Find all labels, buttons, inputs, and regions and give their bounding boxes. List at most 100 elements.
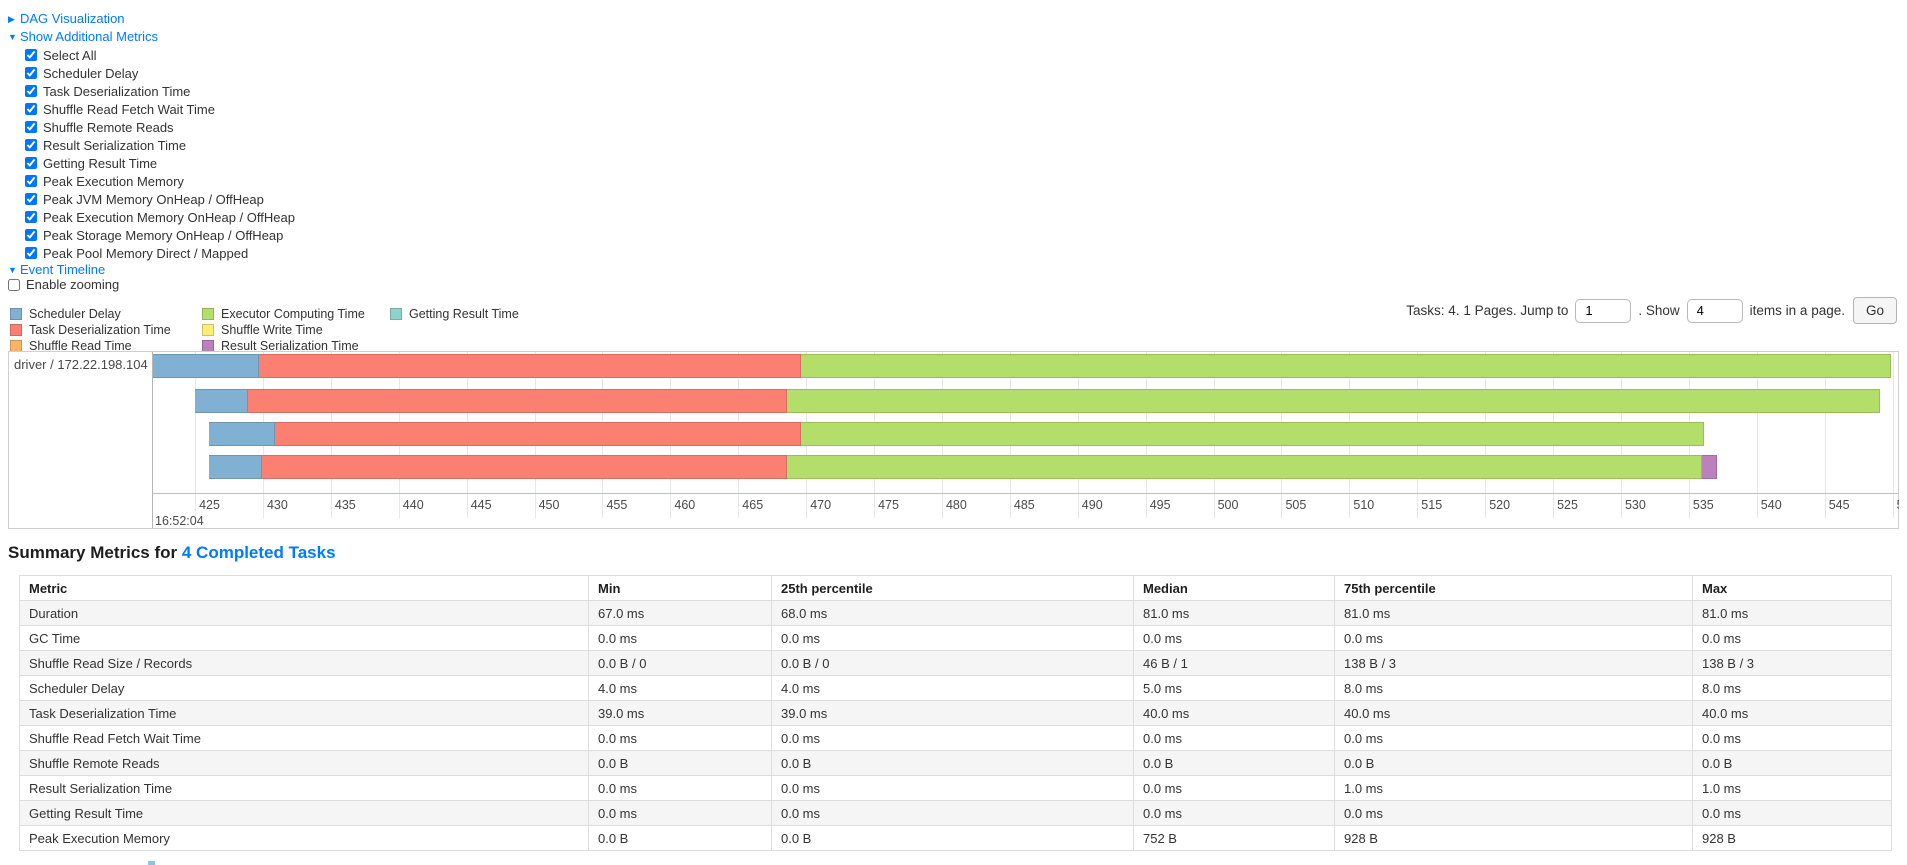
task-bar-segment-executor-computing[interactable] <box>800 422 1704 446</box>
table-cell: 0.0 ms <box>1692 625 1892 651</box>
timeline-gridline <box>1892 352 1894 493</box>
axis-tick-line <box>262 494 264 518</box>
table-cell: 0.0 ms <box>1692 725 1892 751</box>
axis-tick-line <box>1892 494 1894 518</box>
timeline-axis-divider <box>153 493 1898 494</box>
table-cell: 0.0 ms <box>588 800 772 826</box>
axis-tick-line <box>1145 494 1147 518</box>
metric-checkbox-item: Peak Pool Memory Direct / Mapped <box>25 244 295 262</box>
enable-zooming-checkbox[interactable] <box>8 278 20 291</box>
table-cell: 0.0 B <box>771 825 1134 851</box>
completed-tasks-link[interactable]: 4 Completed Tasks <box>181 543 336 562</box>
axis-tick-line <box>1824 494 1826 518</box>
table-row: Peak Execution Memory 0.0 B 0.0 B 752 B 928 … <box>19 825 1892 851</box>
legend-item: Executor Computing Time <box>202 306 390 321</box>
metric-checkbox-label: Peak Execution Memory <box>43 173 184 189</box>
table-cell: 1.0 ms <box>1334 775 1693 801</box>
task-bar-segment-scheduler-delay[interactable] <box>208 422 276 446</box>
table-row: Getting Result Time 0.0 ms 0.0 ms 0.0 ms 0.0… <box>19 800 1892 826</box>
metric-checkbox[interactable] <box>25 103 37 115</box>
table-cell: 0.0 ms <box>588 725 772 751</box>
page-size-input[interactable] <box>1686 298 1743 323</box>
timeline-plot: 425 430 435 440 445 450 455 460 465 470 475 480 485 4… <box>153 352 1899 528</box>
axis-tick-line <box>195 494 197 518</box>
task-bar-segment-scheduler-delay[interactable] <box>208 455 262 479</box>
column-header: Median <box>1133 575 1335 601</box>
axis-tick-line <box>941 494 943 518</box>
timeline-group-label: driver / 172.22.198.104 <box>14 357 148 372</box>
table-row: Shuffle Read Size / Records 0.0 B / 0 0.0 … <box>19 650 1892 676</box>
table-cell: 0.0 B <box>771 750 1134 776</box>
show-additional-metrics-link[interactable]: Show Additional Metrics <box>20 29 159 44</box>
task-bar-segment-scheduler-delay[interactable] <box>153 354 259 378</box>
table-cell: 0.0 ms <box>588 775 772 801</box>
table-header-row: Metric Min 25th percentile Median 75th perce… <box>19 575 1892 601</box>
task-bar-segment-executor-computing[interactable] <box>787 455 1703 479</box>
table-cell: 0.0 ms <box>588 625 772 651</box>
table-cell: Getting Result Time <box>19 800 589 826</box>
axis-tick-label: 485 <box>1013 498 1035 512</box>
table-cell: Result Serialization Time <box>19 775 589 801</box>
metric-checkbox-item: Peak Execution Memory OnHeap / OffHeap <box>25 208 295 226</box>
legend-item: Result Serialization Time <box>202 338 390 353</box>
metric-checkbox-item: Select All <box>25 46 295 64</box>
metric-checkbox[interactable] <box>25 193 37 205</box>
table-cell: 40.0 ms <box>1334 700 1693 726</box>
legend-column: Scheduler Delay Task Deserialization Time… <box>10 306 202 354</box>
metric-checkbox-item: Task Deserialization Time <box>25 82 295 100</box>
column-header: 25th percentile <box>771 575 1134 601</box>
axis-tick-line <box>534 494 536 518</box>
dag-visualization-link[interactable]: DAG Visualization <box>20 11 125 26</box>
table-cell: 81.0 ms <box>1334 600 1693 626</box>
table-cell: 39.0 ms <box>771 700 1134 726</box>
table-cell: 0.0 ms <box>1692 800 1892 826</box>
chevron-right-icon: ▶ <box>8 14 15 24</box>
go-button[interactable]: Go <box>1852 297 1897 324</box>
table-cell: 0.0 B <box>1133 750 1335 776</box>
task-bar-segment-task-deserialization[interactable] <box>248 389 788 413</box>
task-bar-segment-executor-computing[interactable] <box>800 354 1892 378</box>
getting-result-legend-swatch <box>390 307 402 320</box>
legend-column: Executor Computing Time Shuffle Write Tim… <box>202 306 390 354</box>
table-cell: Shuffle Read Fetch Wait Time <box>19 725 589 751</box>
axis-tick-line <box>738 494 740 518</box>
legend-item: Shuffle Read Time <box>10 338 202 353</box>
axis-tick-line <box>330 494 332 518</box>
metric-checkbox[interactable] <box>25 175 37 187</box>
task-bar-segment-task-deserialization[interactable] <box>275 422 801 446</box>
metric-checkbox-item: Scheduler Delay <box>25 64 295 82</box>
task-bar-segment-task-deserialization[interactable] <box>258 354 801 378</box>
metric-checkbox-label: Shuffle Read Fetch Wait Time <box>43 101 215 117</box>
metric-checkbox[interactable] <box>25 49 37 61</box>
next-section-clipped-fragment <box>148 861 155 865</box>
table-cell: 81.0 ms <box>1133 600 1335 626</box>
metric-checkbox[interactable] <box>25 85 37 97</box>
task-bar-segment-task-deserialization[interactable] <box>261 455 788 479</box>
metric-checkbox[interactable] <box>25 121 37 133</box>
metric-checkbox[interactable] <box>25 229 37 241</box>
table-cell: 8.0 ms <box>1334 675 1693 701</box>
metric-checkbox[interactable] <box>25 211 37 223</box>
table-cell: 0.0 ms <box>1133 625 1335 651</box>
show-text: . Show <box>1638 303 1680 318</box>
table-row: Result Serialization Time 0.0 ms 0.0 ms 0.0… <box>19 775 1892 801</box>
axis-major-time-label: 16:52:04 <box>155 514 204 528</box>
metric-checkbox[interactable] <box>25 247 37 259</box>
task-bar-segment-scheduler-delay[interactable] <box>195 389 249 413</box>
metric-checkbox[interactable] <box>25 139 37 151</box>
metric-checkbox-label: Getting Result Time <box>43 155 158 171</box>
task-bar-segment-executor-computing[interactable] <box>787 389 1881 413</box>
legend-label: Getting Result Time <box>409 306 519 321</box>
task-bar-segment-result-serialization[interactable] <box>1702 455 1718 479</box>
metric-checkbox-label: Peak Pool Memory Direct / Mapped <box>43 245 249 261</box>
jump-to-page-input[interactable] <box>1575 298 1632 323</box>
axis-tick-line <box>1417 494 1419 518</box>
timeline-gridline <box>1756 352 1758 493</box>
axis-tick-line <box>1281 494 1283 518</box>
event-timeline-link[interactable]: Event Timeline <box>20 262 106 277</box>
table-cell: 68.0 ms <box>771 600 1134 626</box>
metric-checkbox[interactable] <box>25 157 37 169</box>
metric-checkbox[interactable] <box>25 67 37 79</box>
table-cell: 0.0 ms <box>771 800 1134 826</box>
metric-checkbox-item: Peak Storage Memory OnHeap / OffHeap <box>25 226 295 244</box>
